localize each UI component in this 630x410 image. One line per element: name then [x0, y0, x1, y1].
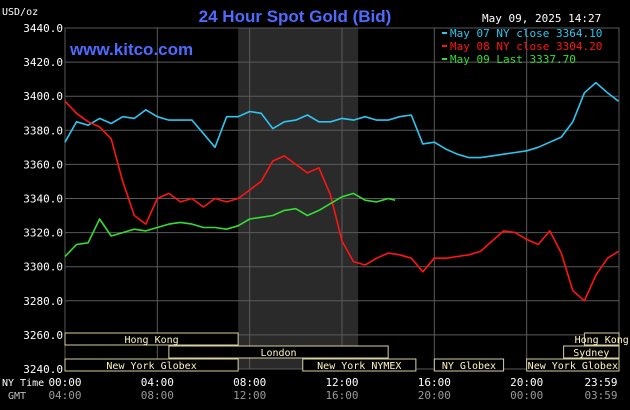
y-tick-label: 3320.0 [23, 227, 63, 240]
gmt-tick-label: 12:00 [233, 389, 266, 402]
x-tick-label: 16:00 [418, 376, 451, 389]
x-tick-label: 20:00 [510, 376, 543, 389]
session-bar [302, 358, 417, 372]
kitco-watermark: www.kitco.com [69, 40, 193, 59]
legend-entry: May 09 Last 3337.70 [450, 53, 576, 66]
x-tick-label: 08:00 [233, 376, 266, 389]
session-bar [64, 332, 239, 346]
gmt-tick-label: 08:00 [141, 389, 174, 402]
y-tick-label: 3340.0 [23, 193, 63, 206]
series-line [64, 192, 396, 258]
session-bar [433, 358, 505, 372]
x-tick-label: 00:00 [48, 376, 81, 389]
y-tick-label: 3420.0 [23, 56, 63, 69]
y-tick-label: 3400.0 [23, 90, 63, 103]
session-bar [64, 358, 239, 372]
series-lines [64, 81, 619, 302]
chart-title: 24 Hour Spot Gold (Bid) [199, 7, 392, 26]
y-tick-label: 3240.0 [23, 363, 63, 376]
session-label: NY Globex [442, 361, 496, 372]
gmt-tick-label: 04:00 [48, 389, 81, 402]
session-label: London [260, 348, 296, 359]
x-tick-label: 04:00 [141, 376, 174, 389]
y-tick-labels: 3440.0 3420.0 3400.0 3380.0 3360.0 3340.0 3320… [23, 22, 63, 376]
session-label: Hong Kong [124, 335, 178, 346]
session-bar [168, 345, 389, 359]
session-bar [583, 332, 620, 346]
legend-swatch [442, 32, 447, 34]
session-bar [563, 345, 620, 359]
gmt-tick-label: 20:00 [418, 389, 451, 402]
gmt-tick-label: 03:59 [584, 389, 617, 402]
y-tick-label: 3260.0 [23, 329, 63, 342]
gmt-label: GMT [8, 391, 26, 402]
x-tick-labels: 00:00 04:00 08:00 12:00 16:00 20:00 23:5904:00… [48, 376, 617, 402]
nytime-label: NY Time [2, 378, 44, 389]
session-label: New York Globex [106, 361, 196, 372]
y-tick-label: 3440.0 [23, 22, 63, 35]
y-tick-label: 3300.0 [23, 261, 63, 274]
legend-swatch [442, 58, 447, 60]
series-line [64, 81, 619, 159]
x-tick-label: 12:00 [325, 376, 358, 389]
session-bars: Hong Kong London New York Globex New York N… [64, 332, 629, 372]
session-label: New York Globex [528, 361, 618, 372]
timestamp: May 09, 2025 14:27 [482, 12, 601, 25]
y-tick-label: 3380.0 [23, 124, 63, 137]
legend-entry: May 08 NY close 3304.20 [450, 40, 602, 53]
gmt-tick-label: 00:00 [510, 389, 543, 402]
session-label: New York NYMEX [317, 361, 401, 372]
gmt-tick-label: 16:00 [325, 389, 358, 402]
session-label: Hong Kong [575, 335, 629, 346]
x-tick-label: 23:59 [584, 376, 617, 389]
y-tick-label: 3280.0 [23, 295, 63, 308]
session-bar [526, 358, 620, 372]
session-label: Sydney [573, 348, 609, 359]
y-tick-label: 3360.0 [23, 158, 63, 171]
series-line [64, 100, 619, 302]
legend-entry: May 07 NY close 3364.10 [450, 27, 602, 40]
legend-swatch [442, 45, 447, 47]
currency-label: USD/oz [2, 7, 38, 18]
